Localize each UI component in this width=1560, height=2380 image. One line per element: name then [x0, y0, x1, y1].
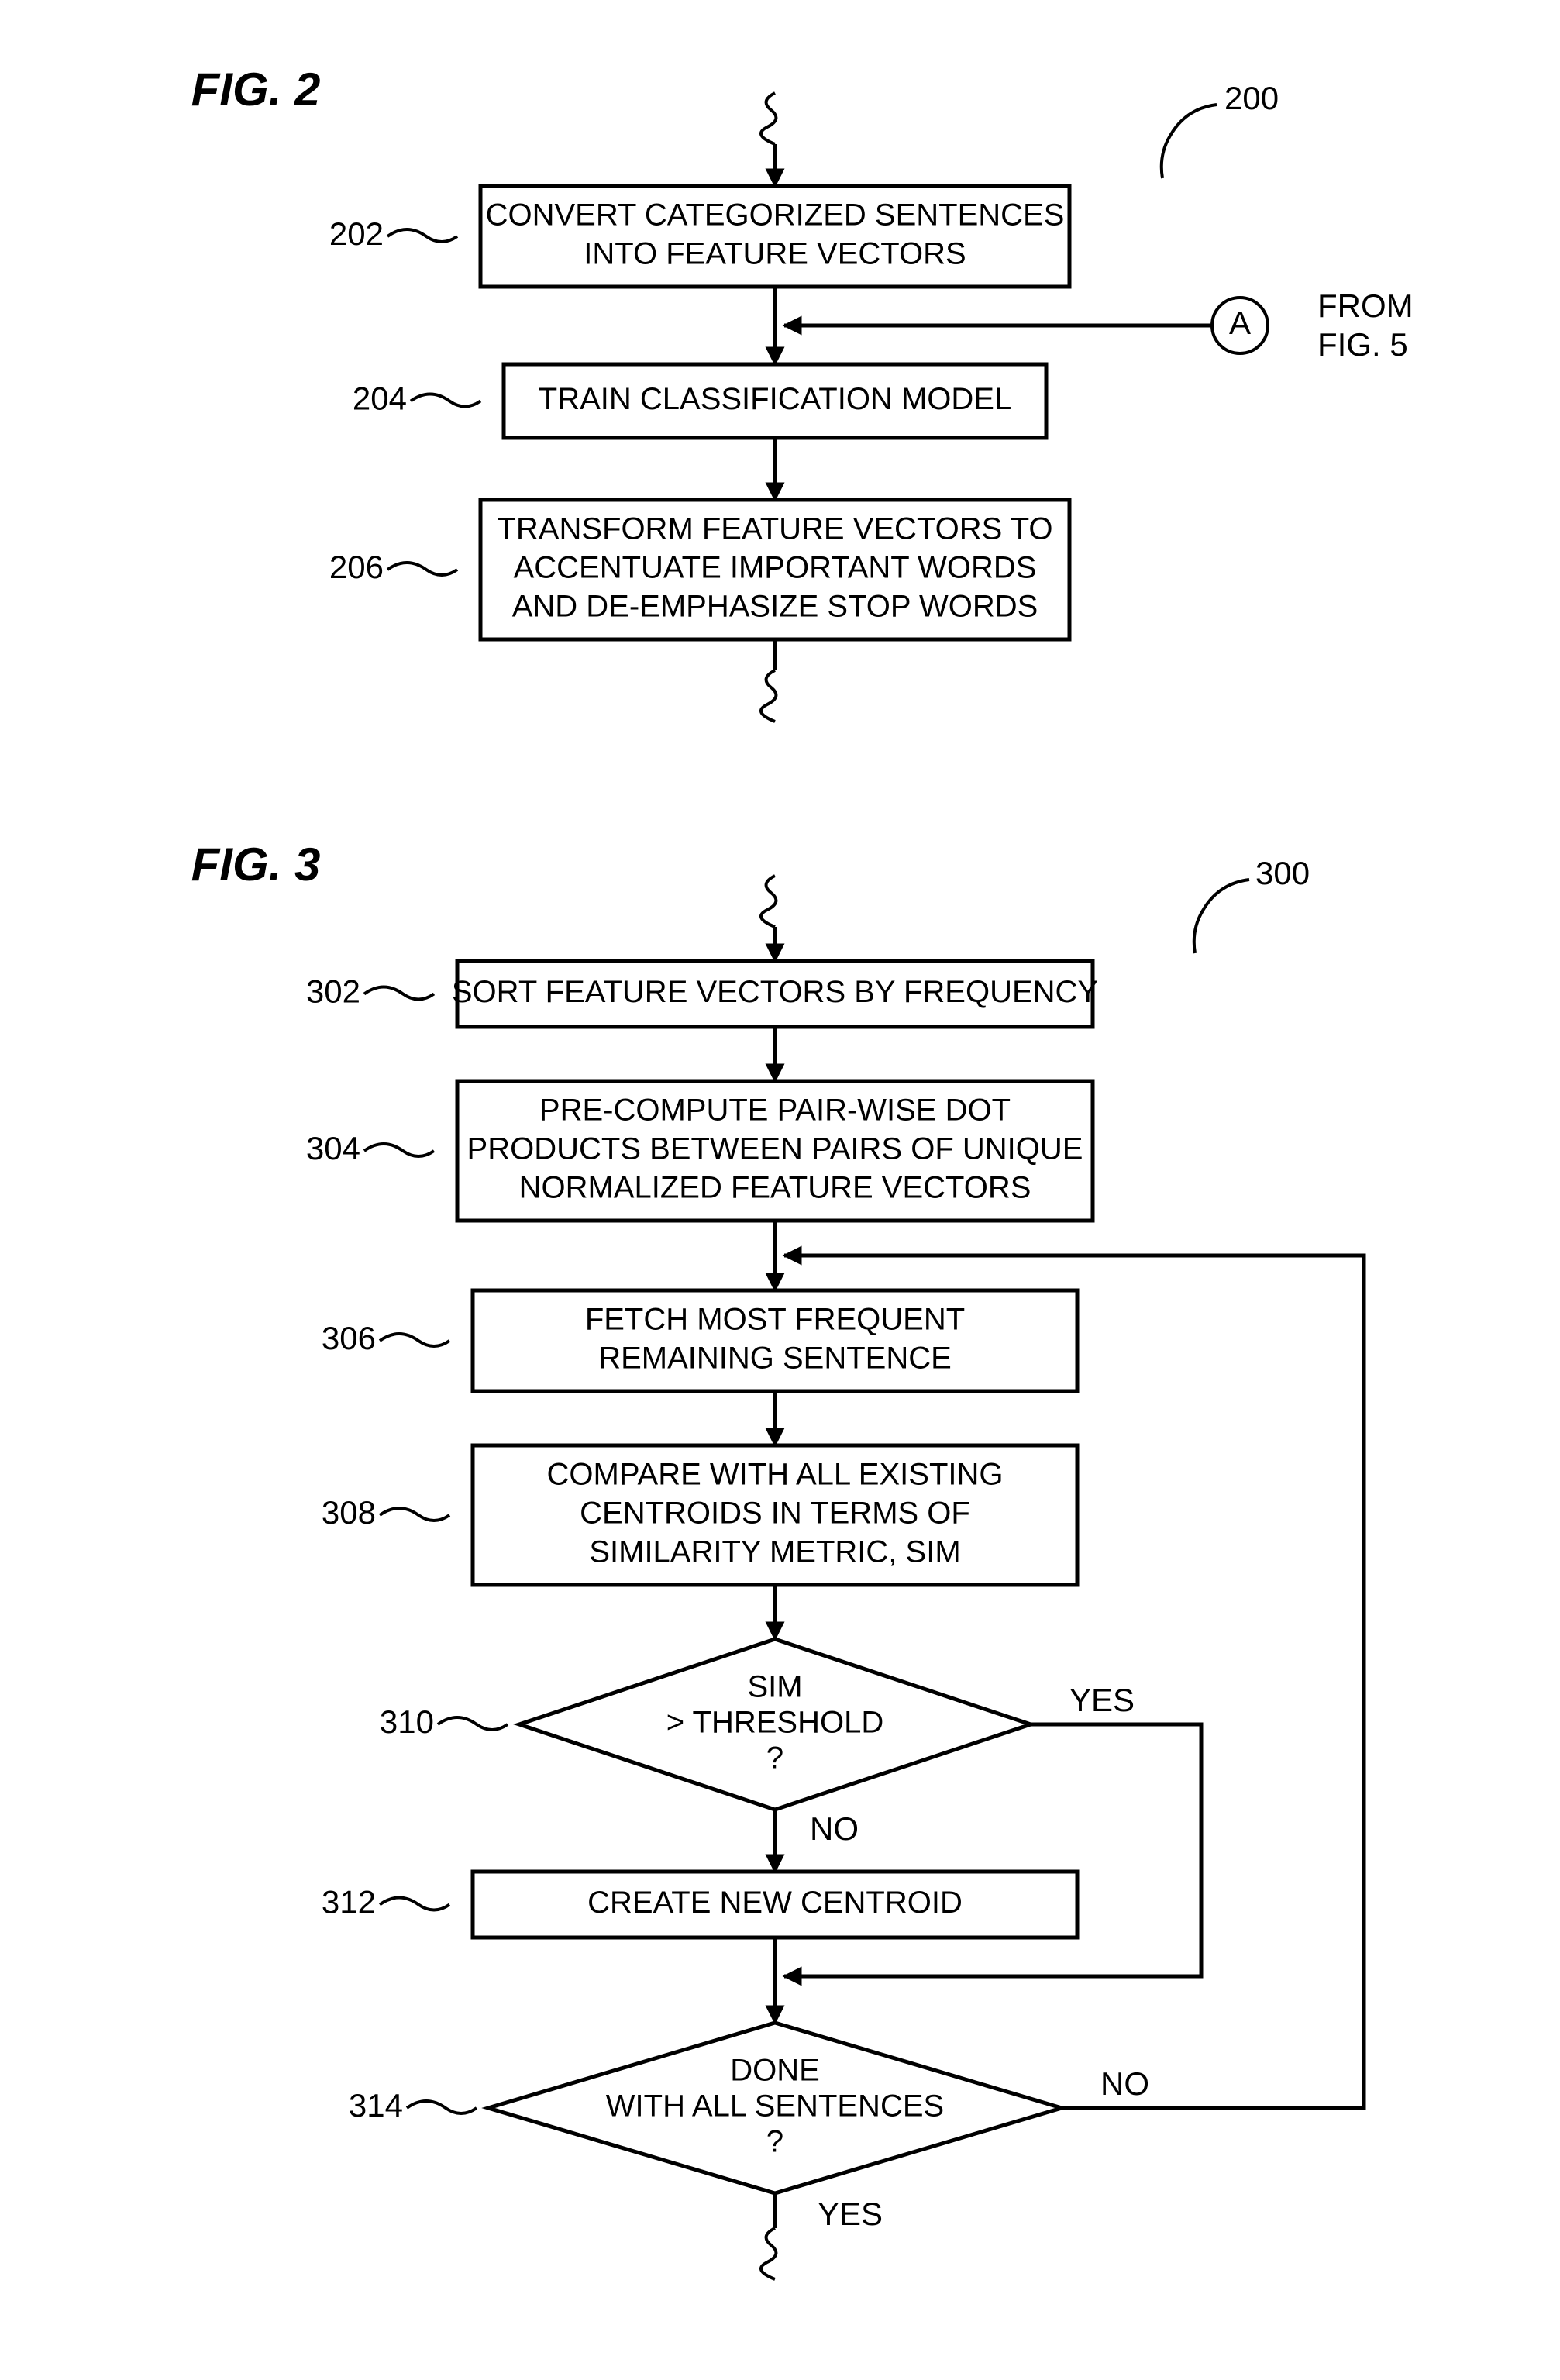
fig2-ref: 200: [1224, 80, 1279, 116]
svg-text:REMAINING SENTENCE: REMAINING SENTENCE: [598, 1342, 952, 1376]
svg-text:INTO FEATURE VECTORS: INTO FEATURE VECTORS: [584, 237, 966, 271]
svg-text:CREATE NEW CENTROID: CREATE NEW CENTROID: [587, 1886, 963, 1920]
svg-text:SORT FEATURE VECTORS BY FREQUE: SORT FEATURE VECTORS BY FREQUENCY: [452, 975, 1098, 1009]
svg-text:306: 306: [322, 1320, 376, 1356]
svg-text:PRODUCTS BETWEEN PAIRS OF UNIQ: PRODUCTS BETWEEN PAIRS OF UNIQUE: [467, 1132, 1083, 1166]
flowchart-diagram: FIG. 2 200 CONVERT CATEGORIZED SENTENCES IN…: [0, 0, 1560, 2380]
svg-text:CONVERT CATEGORIZED SENTENCES: CONVERT CATEGORIZED SENTENCES: [486, 198, 1065, 232]
svg-text:206: 206: [329, 549, 384, 585]
svg-text:NORMALIZED FEATURE VECTORS: NORMALIZED FEATURE VECTORS: [519, 1171, 1031, 1205]
svg-text:SIMILARITY METRIC, SIM: SIMILARITY METRIC, SIM: [589, 1535, 960, 1569]
svg-text:DONE: DONE: [730, 2054, 820, 2088]
svg-text:FETCH MOST FREQUENT: FETCH MOST FREQUENT: [585, 1303, 965, 1337]
svg-text:204: 204: [353, 381, 407, 417]
fig3-ref: 300: [1255, 855, 1310, 891]
svg-text:TRANSFORM FEATURE VECTORS TO: TRANSFORM FEATURE VECTORS TO: [497, 512, 1052, 546]
fig2-title: FIG. 2: [191, 64, 321, 115]
svg-text:A: A: [1229, 305, 1251, 341]
fig3-title: FIG. 3: [191, 839, 321, 890]
svg-text:WITH ALL SENTENCES: WITH ALL SENTENCES: [606, 2089, 944, 2123]
svg-text:FIG. 5: FIG. 5: [1317, 326, 1408, 363]
svg-text:302: 302: [306, 973, 360, 1010]
svg-text:NO: NO: [1100, 2065, 1149, 2102]
svg-text:202: 202: [329, 215, 384, 252]
svg-text:312: 312: [322, 1884, 376, 1920]
svg-text:?: ?: [766, 1741, 783, 1776]
svg-text:FROM: FROM: [1317, 288, 1414, 324]
svg-text:CENTROIDS IN TERMS OF: CENTROIDS IN TERMS OF: [580, 1497, 970, 1531]
svg-text:?: ?: [766, 2125, 783, 2159]
svg-text:PRE-COMPUTE PAIR-WISE DOT: PRE-COMPUTE PAIR-WISE DOT: [539, 1094, 1011, 1128]
svg-text:304: 304: [306, 1130, 360, 1166]
svg-text:314: 314: [349, 2087, 403, 2123]
svg-text:YES: YES: [1069, 1682, 1135, 1718]
svg-text:SIM: SIM: [747, 1670, 802, 1704]
svg-text:YES: YES: [818, 2196, 883, 2232]
svg-text:310: 310: [380, 1703, 434, 1740]
svg-text:> THRESHOLD: > THRESHOLD: [666, 1706, 883, 1740]
svg-text:308: 308: [322, 1494, 376, 1531]
svg-text:AND DE-EMPHASIZE STOP WORDS: AND DE-EMPHASIZE STOP WORDS: [512, 590, 1038, 624]
svg-text:ACCENTUATE IMPORTANT WORDS: ACCENTUATE IMPORTANT WORDS: [514, 551, 1037, 585]
svg-text:COMPARE WITH ALL EXISTING: COMPARE WITH ALL EXISTING: [547, 1458, 1004, 1492]
svg-text:NO: NO: [810, 1810, 859, 1847]
svg-text:TRAIN CLASSIFICATION MODEL: TRAIN CLASSIFICATION MODEL: [539, 382, 1011, 416]
